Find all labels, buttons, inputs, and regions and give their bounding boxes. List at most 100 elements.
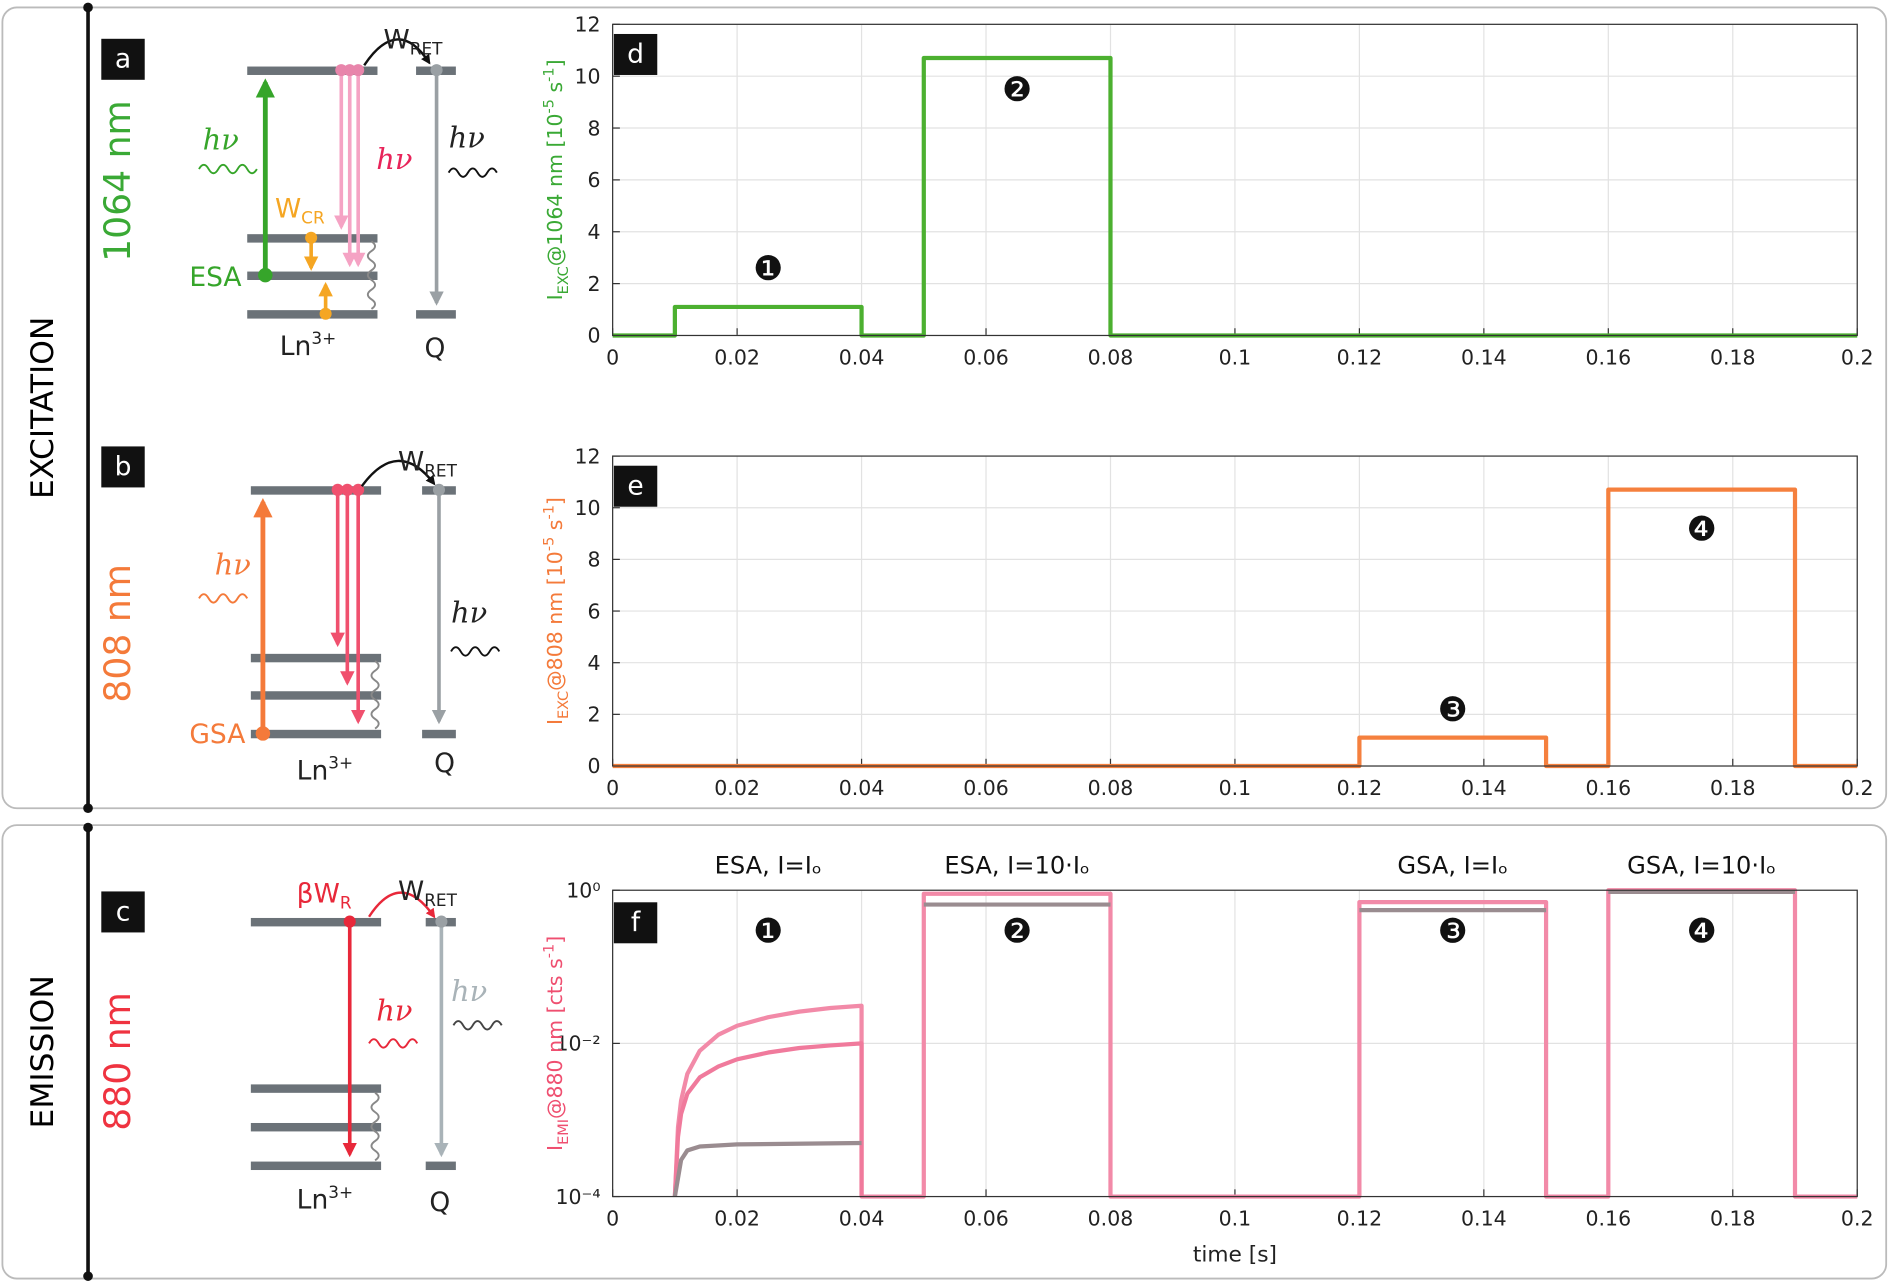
y-tick-label: 10⁻² xyxy=(555,1032,600,1056)
x-tick-label: 0 xyxy=(606,345,619,369)
y-tick-label: 8 xyxy=(588,548,601,572)
superscript: 3+ xyxy=(328,1182,353,1202)
x-tick-label: 0.18 xyxy=(1710,1206,1756,1230)
y-axis-label: IEXC@808 nm [10-5 s-1] xyxy=(542,497,572,725)
x-tick-label: 0.18 xyxy=(1710,345,1756,369)
x-tick-label: 0.04 xyxy=(839,776,885,800)
y-tick-label: 2 xyxy=(588,272,601,296)
bar-end xyxy=(83,822,93,833)
superscript: -5 xyxy=(542,537,558,551)
y-tick-label: 10 xyxy=(574,64,600,88)
panel-label: d xyxy=(627,39,644,70)
annotation: ❸ xyxy=(1438,690,1468,729)
y-axis-label: IEMI@880 nm [cts s-1] xyxy=(542,936,572,1151)
text: W xyxy=(384,24,410,55)
panel-label: a xyxy=(115,44,131,75)
wavelength: 1064 nm xyxy=(96,100,139,262)
series-line xyxy=(672,1041,864,1197)
x-tick-label: 0.12 xyxy=(1337,1206,1383,1230)
text: ] xyxy=(543,59,567,67)
quencher-label: Q xyxy=(434,748,455,779)
x-tick-label: 0.12 xyxy=(1337,776,1383,800)
charts: 0 0.02 0.04 0.06 0.08 0.1 0.12 0.14 0.16 0.18 0.2 0… xyxy=(542,13,1874,1268)
panel-label: e xyxy=(627,471,643,502)
annotation: ❶ xyxy=(753,249,783,288)
transfer-label: WRET xyxy=(384,24,444,58)
photon-label: hν xyxy=(376,142,412,176)
x-tick-label: 0.14 xyxy=(1461,345,1507,369)
y-tick-label: 2 xyxy=(588,703,601,727)
panel-label: f xyxy=(631,907,641,938)
x-tick-label: 0.16 xyxy=(1585,776,1631,800)
superscript: 3+ xyxy=(311,328,336,348)
x-tick-label: 0.16 xyxy=(1585,1206,1631,1230)
x-tick-label: 0.06 xyxy=(963,345,1009,369)
x-tick-label: 0.04 xyxy=(839,345,885,369)
ion-label: Ln3+ xyxy=(297,752,353,786)
superscript: -5 xyxy=(542,99,558,113)
x-tick-label: 0.12 xyxy=(1337,345,1383,369)
superscript: -1 xyxy=(542,67,558,81)
photon-label: hν xyxy=(451,974,487,1008)
x-tick-label: 0.08 xyxy=(1088,1206,1134,1230)
x-tick-label: 0.2 xyxy=(1841,776,1874,800)
y-tick-label: 12 xyxy=(574,444,600,468)
x-tick-label: 0.02 xyxy=(714,1206,760,1230)
plot-frame xyxy=(612,455,1858,767)
subscript: CR xyxy=(301,207,325,227)
y-tick-label: 6 xyxy=(588,168,601,192)
wavelength: 808 nm xyxy=(96,564,139,703)
photon-label: hν xyxy=(449,120,485,154)
column-title: GSA, I=Iₒ xyxy=(1397,851,1508,879)
column-title: ESA, I=Iₒ xyxy=(715,851,822,879)
y-tick-label: 12 xyxy=(574,13,600,37)
wavelength: 880 nm xyxy=(96,992,139,1131)
text: s xyxy=(543,82,567,99)
annotation: ❹ xyxy=(1687,911,1717,950)
transfer-label: WRET xyxy=(398,876,458,910)
ion-label: Ln3+ xyxy=(297,1182,353,1216)
text: I xyxy=(543,719,567,725)
text: I xyxy=(543,1145,567,1151)
text: ] xyxy=(543,497,567,505)
annotation: ❷ xyxy=(1002,911,1032,950)
quencher-label: Q xyxy=(429,1187,450,1218)
x-tick-label: 0.02 xyxy=(714,345,760,369)
x-tick-label: 0.08 xyxy=(1088,345,1134,369)
subscript: EXC xyxy=(556,691,572,719)
text: I xyxy=(543,294,567,300)
plot-frame xyxy=(612,23,1858,337)
y-tick-label: 0 xyxy=(588,324,601,348)
superscript: 3+ xyxy=(328,752,353,772)
y-tick-label: 8 xyxy=(588,116,601,140)
y-tick-label: 10⁻⁴ xyxy=(555,1185,600,1209)
panel-labels: a b c d e f xyxy=(101,33,658,944)
text: βW xyxy=(297,878,340,909)
text: W xyxy=(398,876,424,907)
bar-end xyxy=(83,2,93,13)
text: ] xyxy=(543,936,567,944)
diagram-c: 880 nm hν hν βWR WRET Ln3+ Q xyxy=(96,876,503,1218)
text: Ln xyxy=(297,1185,329,1216)
panel-label: c xyxy=(116,896,131,927)
photon-label: hν xyxy=(215,547,251,581)
y-tick-label: 0 xyxy=(588,754,601,778)
x-tick-label: 0.2 xyxy=(1841,345,1874,369)
superscript: -1 xyxy=(542,505,558,519)
annotation: ❹ xyxy=(1687,509,1717,548)
x-tick-label: 0.16 xyxy=(1585,345,1631,369)
section-label: EXCITATION xyxy=(25,317,61,499)
subscript: RET xyxy=(424,461,457,481)
column-title: ESA, I=10·Iₒ xyxy=(944,851,1090,879)
photon-label: hν xyxy=(376,993,412,1027)
x-tick-label: 0.08 xyxy=(1088,776,1134,800)
x-tick-label: 0.1 xyxy=(1219,1206,1252,1230)
x-tick-label: 0.14 xyxy=(1461,776,1507,800)
rate-label: βWR xyxy=(297,878,352,912)
series-line xyxy=(672,889,1796,1197)
column-title: GSA, I=10·Iₒ xyxy=(1627,851,1776,879)
subscript: RET xyxy=(410,38,443,58)
text: @1064 nm [10 xyxy=(543,113,567,266)
photon-label: hν xyxy=(203,123,239,157)
ion-label: Ln3+ xyxy=(280,328,336,362)
